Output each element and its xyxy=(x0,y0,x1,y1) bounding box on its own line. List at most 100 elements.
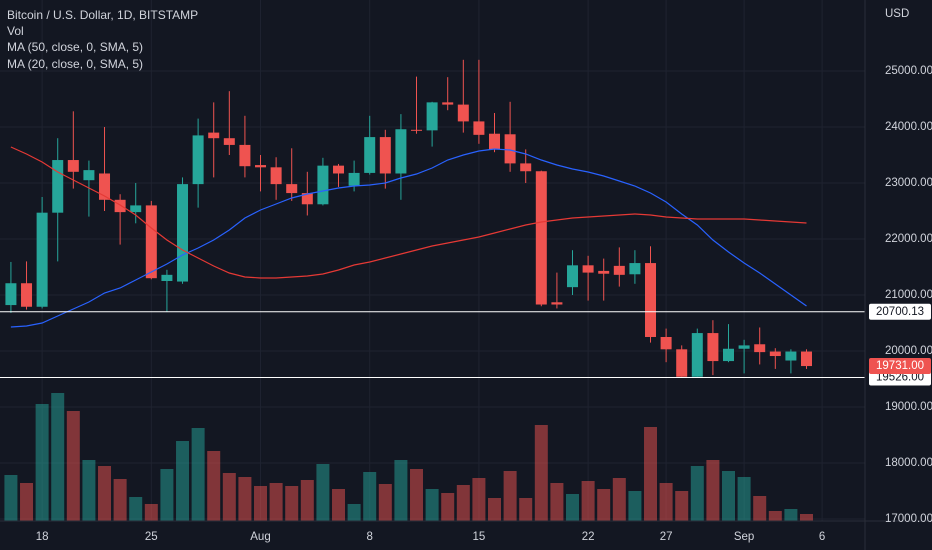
candle-body xyxy=(785,351,797,361)
volume-bar xyxy=(581,481,595,521)
volume-bar xyxy=(207,451,221,521)
candle-body xyxy=(36,212,48,307)
volume-bar xyxy=(706,460,720,521)
volume-bar xyxy=(410,469,424,521)
volume-bar xyxy=(113,479,127,521)
candle-body xyxy=(67,160,79,172)
x-tick-label: Aug xyxy=(250,531,270,543)
last-price-box xyxy=(869,358,931,375)
candle-body xyxy=(145,205,157,279)
candle-body xyxy=(520,163,532,172)
x-tick-label: 15 xyxy=(473,531,486,543)
volume-bar xyxy=(129,497,143,521)
candle-body xyxy=(707,333,719,362)
candle-body xyxy=(801,351,813,367)
price-label-box xyxy=(869,303,931,320)
volume-bar xyxy=(347,504,361,521)
candle-body xyxy=(582,265,594,273)
volume-bar xyxy=(753,496,767,521)
candle-body xyxy=(333,165,345,174)
volume-bar xyxy=(35,404,49,521)
volume-bar xyxy=(597,489,611,521)
volume-bar xyxy=(800,514,814,521)
candle-body xyxy=(379,137,391,174)
volume-bar xyxy=(51,393,65,521)
candle-body xyxy=(192,135,204,185)
volume-bar xyxy=(768,511,782,521)
candle-body xyxy=(489,133,501,150)
price-label: 20700.13 xyxy=(876,306,924,318)
grid xyxy=(0,0,865,521)
candle-body xyxy=(364,137,376,173)
candle-body xyxy=(613,265,625,275)
candle-body xyxy=(551,302,563,305)
volume-bar xyxy=(488,498,502,521)
volume-bar xyxy=(628,491,642,521)
volume-bar xyxy=(675,491,689,521)
candle-body xyxy=(286,184,298,194)
legend-entry: Vol xyxy=(7,24,24,38)
x-tick-label: 27 xyxy=(660,531,673,543)
candle-body xyxy=(130,205,142,213)
volume-bar xyxy=(66,411,80,521)
volume-bar xyxy=(534,425,548,521)
axes: 17000.00 18000.00 19000.00 20000.00 21000.00… xyxy=(36,65,932,543)
y-tick-label: 23000.00 xyxy=(885,177,932,189)
candle-body xyxy=(255,165,267,168)
volume-bar xyxy=(550,483,564,521)
candle-body xyxy=(208,132,220,139)
candle-body xyxy=(723,348,735,362)
legend-entry: MA (50, close, 0, SMA, 5) xyxy=(7,40,143,54)
candle-body xyxy=(645,263,657,337)
x-tick-label: 6 xyxy=(819,531,825,543)
y-tick-label: 19000.00 xyxy=(885,401,932,413)
volume-bar xyxy=(238,477,252,521)
candle-body xyxy=(769,351,781,357)
volume-bar xyxy=(503,471,517,521)
y-tick-label: 25000.00 xyxy=(885,65,932,77)
candle-body xyxy=(457,104,469,122)
candle-body xyxy=(239,144,251,167)
volume-bar xyxy=(82,460,96,521)
volume-bar xyxy=(784,509,798,521)
candle-body xyxy=(738,345,750,349)
volume-bar xyxy=(98,466,112,521)
legend-entry: MA (20, close, 0, SMA, 5) xyxy=(7,57,143,71)
volume-pane xyxy=(4,393,814,521)
candle-body xyxy=(99,173,111,200)
y-tick-label: 22000.00 xyxy=(885,233,932,245)
candle-body xyxy=(535,171,547,305)
candle-body xyxy=(660,336,672,350)
volume-bar xyxy=(269,483,283,521)
volume-bar xyxy=(254,486,268,521)
chart-title: Bitcoin / U.S. Dollar, 1D, BITSTAMP xyxy=(7,8,198,22)
volume-bar xyxy=(20,483,34,521)
volume-bar xyxy=(378,484,392,521)
last-price-label: 19731.00 xyxy=(876,360,924,372)
volume-bar xyxy=(456,485,470,521)
candle-body xyxy=(411,129,423,131)
candle-body xyxy=(114,199,126,213)
volume-bar xyxy=(160,469,174,521)
volume-bar xyxy=(659,483,673,521)
volume-bar xyxy=(144,504,158,521)
volume-bar xyxy=(612,478,626,521)
volume-bar xyxy=(737,477,751,521)
candle-body xyxy=(301,193,313,205)
candle-body xyxy=(83,170,95,181)
ma-line xyxy=(10,146,807,279)
candle-body xyxy=(5,283,17,306)
volume-bar xyxy=(222,473,236,521)
volume-bar xyxy=(472,478,486,521)
candle-body xyxy=(161,274,173,281)
candle-body xyxy=(270,167,282,185)
y-tick-label: 17000.00 xyxy=(885,513,932,525)
volume-bar xyxy=(176,441,190,521)
candle-body xyxy=(317,165,329,205)
volume-bar xyxy=(644,427,658,521)
x-tick-label: Sep xyxy=(734,531,754,543)
y-tick-label: 24000.00 xyxy=(885,121,932,133)
candle-body xyxy=(691,333,703,377)
volume-bar xyxy=(300,480,314,521)
